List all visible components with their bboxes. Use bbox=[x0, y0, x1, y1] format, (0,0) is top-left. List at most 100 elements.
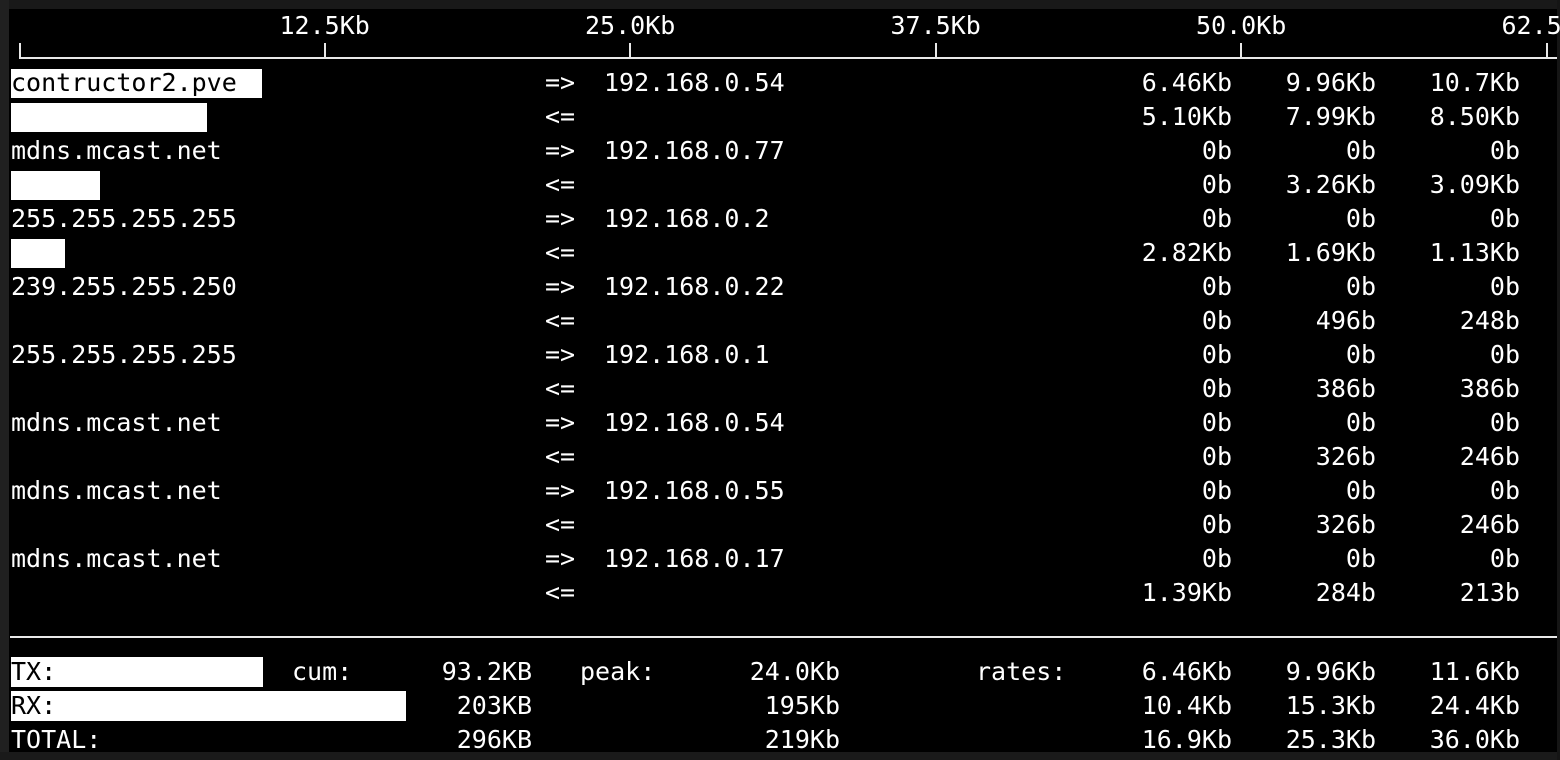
connection-hostname: mdns.mcast.net bbox=[11, 408, 222, 437]
rx-rate-col3: 386b bbox=[1459, 374, 1520, 403]
rx-rate-col3: 3.09Kb bbox=[1429, 170, 1520, 199]
summary-cum-value: 93.2KB bbox=[441, 657, 532, 686]
scale-label-12.5Kb: 12.5Kb bbox=[279, 11, 370, 40]
window-chrome-right bbox=[1557, 0, 1560, 760]
connection-hostname: contructor2.pve bbox=[11, 68, 237, 97]
summary-rate-col3: 11.6Kb bbox=[1429, 657, 1520, 686]
rx-rate-col3: 213b bbox=[1459, 578, 1520, 607]
receive-arrow-icon: <= bbox=[545, 578, 576, 607]
rx-rate-col2: 284b bbox=[1315, 578, 1376, 607]
tx-rate-col1: 0b bbox=[1201, 272, 1232, 301]
connection-list[interactable]: contructor2.pve => 192.168.0.54 6.46Kb 9.96K… bbox=[0, 66, 1560, 628]
tx-rate-col3: 0b bbox=[1489, 204, 1520, 233]
window-chrome-top bbox=[0, 0, 1560, 9]
receive-arrow-icon: <= bbox=[545, 306, 576, 335]
rx-rate-col1: 0b bbox=[1201, 170, 1232, 199]
connection-hostname: mdns.mcast.net bbox=[11, 136, 222, 165]
tx-rate-col2: 9.96Kb bbox=[1285, 68, 1376, 97]
summary-cum-value: 203KB bbox=[456, 691, 532, 720]
connection-row-send[interactable]: contructor2.pve => 192.168.0.54 6.46Kb 9.96K… bbox=[0, 66, 1560, 100]
send-arrow-icon: => bbox=[545, 544, 576, 573]
rx-rate-col3: 1.13Kb bbox=[1429, 238, 1520, 267]
connection-row-send[interactable]: mdns.mcast.net => 192.168.0.17 0b 0b 0b bbox=[0, 542, 1560, 576]
send-arrow-icon: => bbox=[545, 136, 576, 165]
tx-rate-col2: 0b bbox=[1345, 544, 1376, 573]
scale-label-25.0Kb: 25.0Kb bbox=[585, 11, 676, 40]
connection-row-receive[interactable]: <= 1.39Kb 284b 213b bbox=[0, 576, 1560, 610]
rx-rate-col3: 8.50Kb bbox=[1429, 102, 1520, 131]
connection-row-send[interactable]: mdns.mcast.net => 192.168.0.55 0b 0b 0b bbox=[0, 474, 1560, 508]
scale-tick-37.5Kb bbox=[934, 43, 937, 59]
scale-tick-25.0Kb bbox=[629, 43, 631, 59]
connection-peer-address: 192.168.0.54 bbox=[604, 68, 785, 97]
scale-tick-50.0Kb bbox=[1240, 43, 1242, 59]
connection-peer-address: 192.168.0.22 bbox=[604, 272, 785, 301]
connection-peer-address: 192.168.0.2 bbox=[604, 204, 770, 233]
connection-row-send[interactable]: 239.255.255.250 => 192.168.0.22 0b 0b 0b bbox=[0, 270, 1560, 304]
tx-rate-col1: 0b bbox=[1201, 136, 1232, 165]
bandwidth-scale-bar: 12.5Kb 25.0Kb 37.5Kb 50.0Kb 62.5Kb bbox=[0, 9, 1560, 65]
scale-tick-62.5Kb bbox=[1545, 43, 1548, 59]
receive-arrow-icon: <= bbox=[545, 510, 576, 539]
tx-rate-col1: 0b bbox=[1201, 204, 1232, 233]
connection-peer-address: 192.168.0.54 bbox=[604, 408, 785, 437]
window-chrome-left bbox=[0, 0, 9, 760]
connection-row-send[interactable]: mdns.mcast.net => 192.168.0.54 0b 0b 0b bbox=[0, 406, 1560, 440]
summary-peak-value: 24.0Kb bbox=[749, 657, 840, 686]
summary-rate-col3: 24.4Kb bbox=[1429, 691, 1520, 720]
scale-tick-origin bbox=[19, 43, 21, 59]
scale-label-37.5Kb: 37.5Kb bbox=[890, 11, 981, 40]
receive-arrow-icon: <= bbox=[545, 102, 576, 131]
connection-hostname: 255.255.255.255 bbox=[11, 340, 237, 369]
connection-row-send[interactable]: mdns.mcast.net => 192.168.0.77 0b 0b 0b bbox=[0, 134, 1560, 168]
tx-rate-col2: 0b bbox=[1345, 476, 1376, 505]
scale-axis-line bbox=[19, 57, 1557, 59]
summary-divider bbox=[10, 636, 1557, 638]
connection-row-send[interactable]: 255.255.255.255 => 192.168.0.2 0b 0b 0b bbox=[0, 202, 1560, 236]
rx-rate-col2: 326b bbox=[1315, 510, 1376, 539]
connection-row-receive[interactable]: <= 0b 386b 386b bbox=[0, 372, 1560, 406]
connection-row-receive[interactable]: <= 0b 3.26Kb 3.09Kb bbox=[0, 168, 1560, 202]
connection-hostname: 239.255.255.250 bbox=[11, 272, 237, 301]
tx-rate-col1: 0b bbox=[1201, 476, 1232, 505]
connection-row-send[interactable]: 255.255.255.255 => 192.168.0.1 0b 0b 0b bbox=[0, 338, 1560, 372]
rx-rate-col3: 246b bbox=[1459, 510, 1520, 539]
tx-rate-col2: 0b bbox=[1345, 204, 1376, 233]
summary-row-total: TOTAL: 296KB 219Kb 16.9Kb 25.3Kb 36.0Kb bbox=[0, 723, 1560, 757]
summary-peak-value: 219Kb bbox=[764, 725, 840, 754]
scale-label-50.0Kb: 50.0Kb bbox=[1196, 11, 1287, 40]
tx-rate-col2: 0b bbox=[1345, 408, 1376, 437]
connection-row-receive[interactable]: <= 0b 326b 246b bbox=[0, 508, 1560, 542]
tx-rate-col3: 0b bbox=[1489, 340, 1520, 369]
summary-cum-value: 296KB bbox=[456, 725, 532, 754]
rates-label: rates: bbox=[976, 657, 1067, 686]
connection-peer-address: 192.168.0.17 bbox=[604, 544, 785, 573]
connection-row-receive[interactable]: <= 0b 496b 248b bbox=[0, 304, 1560, 338]
connection-row-receive[interactable]: <= 0b 326b 246b bbox=[0, 440, 1560, 474]
rx-rate-col1: 5.10Kb bbox=[1141, 102, 1232, 131]
summary-rate-col1: 6.46Kb bbox=[1141, 657, 1232, 686]
send-arrow-icon: => bbox=[545, 68, 576, 97]
rx-rate-col2: 7.99Kb bbox=[1285, 102, 1376, 131]
summary-row-label: TX: bbox=[11, 657, 57, 686]
tx-rate-col3: 10.7Kb bbox=[1429, 68, 1520, 97]
send-arrow-icon: => bbox=[545, 272, 576, 301]
tx-rate-col1: 6.46Kb bbox=[1141, 68, 1232, 97]
connection-row-receive[interactable]: <= 5.10Kb 7.99Kb 8.50Kb bbox=[0, 100, 1560, 134]
receive-arrow-icon: <= bbox=[545, 238, 576, 267]
summary-rate-col1: 10.4Kb bbox=[1141, 691, 1232, 720]
cum-label: cum: bbox=[292, 657, 353, 686]
rx-rate-col2: 496b bbox=[1315, 306, 1376, 335]
tx-rate-col3: 0b bbox=[1489, 272, 1520, 301]
receive-arrow-icon: <= bbox=[545, 374, 576, 403]
summary-row-label: RX: bbox=[11, 691, 57, 720]
rx-rate-col3: 248b bbox=[1459, 306, 1520, 335]
tx-rate-col2: 0b bbox=[1345, 136, 1376, 165]
rx-bandwidth-bar bbox=[11, 103, 207, 132]
connection-row-receive[interactable]: <= 2.82Kb 1.69Kb 1.13Kb bbox=[0, 236, 1560, 270]
summary-bandwidth-bar bbox=[11, 657, 263, 687]
scale-label-62.5Kb: 62.5Kb bbox=[1501, 11, 1560, 40]
tx-rate-col1: 0b bbox=[1201, 544, 1232, 573]
summary-bandwidth-bar bbox=[11, 691, 406, 721]
